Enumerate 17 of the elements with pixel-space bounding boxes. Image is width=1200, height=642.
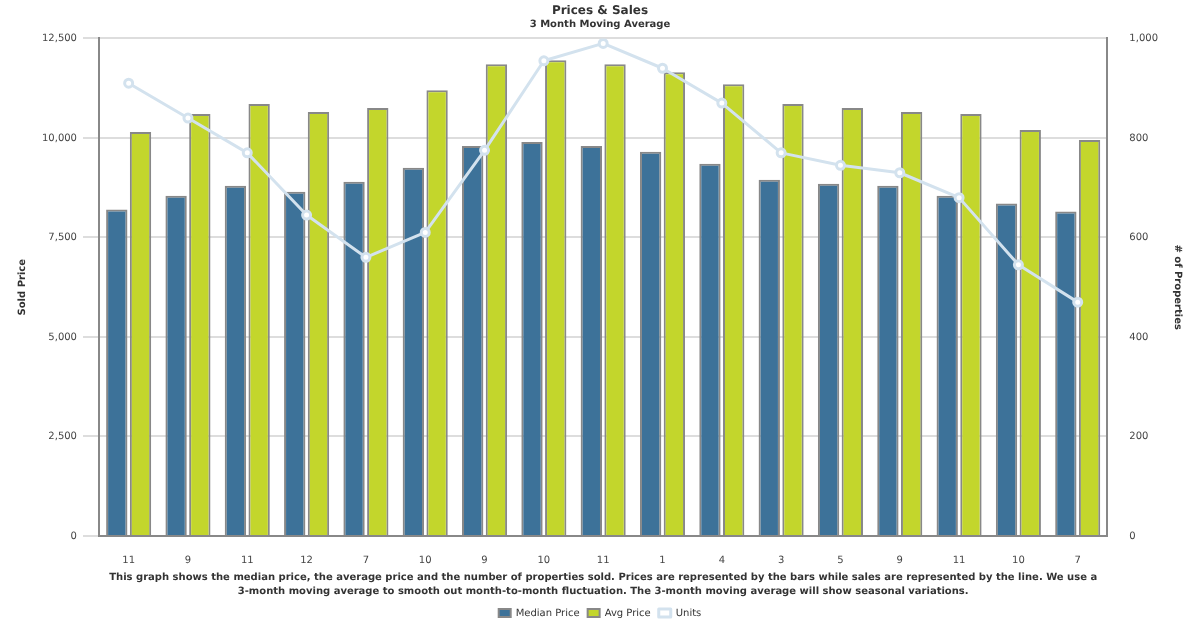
point (953, 192, 965, 204)
point (360, 251, 372, 263)
point (123, 77, 135, 89)
point (419, 226, 431, 238)
point (716, 97, 728, 109)
point (775, 147, 787, 159)
point (301, 209, 313, 221)
point (597, 38, 609, 49)
point (479, 144, 491, 156)
point (1072, 296, 1084, 308)
point (241, 147, 253, 159)
point (538, 55, 550, 67)
point (1012, 259, 1024, 271)
point (657, 62, 668, 74)
point (182, 112, 194, 124)
point (834, 159, 846, 171)
point (894, 167, 906, 179)
